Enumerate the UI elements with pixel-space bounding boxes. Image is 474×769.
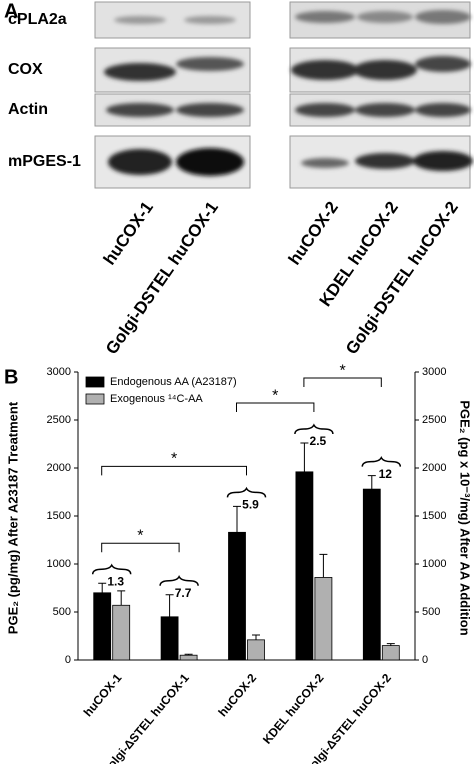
bar — [179, 654, 198, 661]
band — [176, 103, 244, 117]
error-bar — [367, 475, 376, 490]
row-label: mPGES-1 — [8, 153, 81, 170]
brace — [226, 486, 267, 498]
panel-label: B — [4, 366, 18, 388]
legend-label: Endogenous AA (A23187) — [110, 376, 237, 388]
y-tick-label: 3000 — [47, 366, 71, 378]
band — [415, 10, 471, 24]
bar — [314, 577, 333, 661]
significance-bracket — [101, 465, 247, 476]
x-tick-label: KDEL huCOX-2 — [260, 671, 327, 747]
ratio-label: 12 — [379, 467, 393, 481]
significance-bracket — [303, 377, 382, 388]
y2-tick-label: 3000 — [422, 366, 446, 378]
significance-mark: * — [171, 451, 177, 468]
bar — [247, 639, 265, 661]
error-bar — [252, 634, 260, 640]
error-bar — [184, 653, 193, 656]
bar — [112, 604, 131, 661]
significance-bracket — [101, 542, 180, 553]
y2-tick-label: 1500 — [422, 510, 446, 522]
ratio-label: 2.5 — [310, 434, 327, 448]
ratio-label: 7.7 — [175, 586, 192, 600]
legend-swatch — [85, 393, 105, 405]
y-tick-label: 500 — [53, 606, 71, 618]
error-bar — [319, 553, 328, 578]
band — [104, 63, 176, 81]
y2-tick-label: 2000 — [422, 462, 446, 474]
band — [355, 103, 415, 117]
bar — [228, 531, 246, 661]
y-tick-label: 0 — [65, 654, 71, 666]
y2-tick-label: 500 — [422, 606, 440, 618]
y2-tick-label: 2500 — [422, 414, 446, 426]
ratio-label: 5.9 — [242, 498, 259, 512]
significance-mark: * — [339, 362, 345, 379]
legend-swatch — [85, 376, 105, 388]
band — [295, 103, 355, 117]
band — [291, 60, 359, 80]
y-tick-label: 2500 — [47, 414, 71, 426]
y-tick-label: 2000 — [47, 462, 71, 474]
band — [415, 103, 471, 117]
band — [295, 11, 355, 23]
lane-label: Golgi-DSTEL huCOX-2 — [342, 198, 462, 358]
band — [108, 149, 172, 175]
y-tick-label: 1000 — [47, 558, 71, 570]
bar — [362, 488, 381, 661]
y2-tick-label: 0 — [422, 654, 428, 666]
x-tick-label: huCOX-2 — [216, 671, 260, 720]
bar — [295, 471, 314, 661]
legend-label: Exogenous ¹⁴C-AA — [110, 393, 203, 405]
significance-bracket — [236, 402, 315, 413]
ratio-label: 1.3 — [107, 574, 124, 588]
significance-mark: * — [137, 527, 143, 544]
y-axis-label: PGE₂ (pg/mg) After A23187 Treatment — [5, 401, 20, 634]
bands — [104, 10, 473, 176]
bar — [160, 616, 179, 661]
error-bar — [386, 643, 395, 646]
brace — [159, 575, 199, 586]
band — [413, 151, 473, 171]
band — [184, 16, 236, 24]
lane-label: Golgi-DSTEL huCOX-1 — [102, 198, 222, 358]
band — [176, 148, 244, 176]
bar — [93, 592, 112, 661]
y2-tick-label: 1000 — [422, 558, 446, 570]
y-tick-label: 1500 — [47, 510, 71, 522]
y2-axis-label: PGE₂ (pg x 10⁻³/mg) After AA Addition — [458, 400, 473, 635]
error-bar — [117, 590, 126, 606]
brace — [294, 423, 334, 435]
band — [301, 158, 349, 168]
lane-label: huCOX-2 — [285, 198, 342, 268]
error-bar — [165, 594, 174, 617]
row-label: COX — [8, 61, 43, 78]
band — [415, 56, 471, 72]
band — [114, 16, 166, 24]
row-label: Actin — [8, 101, 48, 118]
error-bar — [98, 582, 107, 593]
lane-label: huCOX-1 — [100, 198, 157, 268]
bar — [381, 645, 400, 661]
band — [355, 153, 415, 169]
error-bar — [233, 505, 241, 533]
blot-panel — [94, 1, 473, 189]
row-label: cPLA2a — [8, 11, 67, 28]
band — [357, 11, 413, 23]
panel-label: A — [4, 0, 18, 22]
brace — [91, 563, 132, 575]
x-tick-label: huCOX-1 — [81, 671, 125, 720]
significance-mark: * — [272, 387, 278, 404]
error-bar — [300, 442, 309, 472]
band — [176, 57, 244, 71]
band — [353, 60, 417, 80]
brace — [361, 456, 402, 467]
band — [106, 103, 174, 117]
